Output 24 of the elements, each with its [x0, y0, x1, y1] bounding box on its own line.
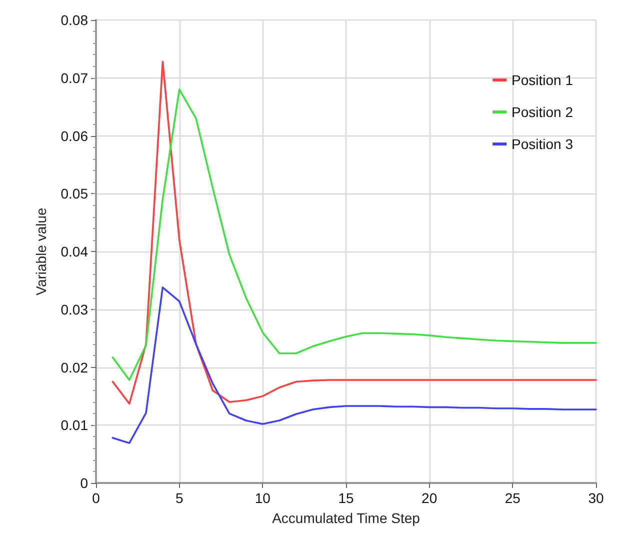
- y-tick-label: 0.07: [60, 70, 88, 86]
- line-series: [112, 60, 597, 405]
- y-tick-label: 0.05: [60, 186, 88, 202]
- x-tick-label: 15: [338, 490, 354, 506]
- line-series: [112, 286, 597, 444]
- x-tick-label: 25: [504, 490, 521, 506]
- legend-label: Position 3: [512, 136, 574, 152]
- x-tick-label: 0: [92, 490, 100, 506]
- y-tick-label: 0.02: [60, 359, 88, 376]
- y-tick-label: 0.03: [60, 301, 88, 318]
- legend-label: Position 1: [512, 72, 574, 88]
- x-axis-title: Accumulated Time Step: [272, 510, 420, 526]
- x-tick-label: 20: [422, 490, 438, 506]
- x-tick-label: 10: [254, 490, 271, 506]
- y-tick-label: 0.04: [60, 244, 88, 260]
- y-tick-label: 0.01: [60, 417, 88, 434]
- legend-label: Position 2: [512, 104, 574, 120]
- x-tick-label: 30: [588, 490, 604, 506]
- y-tick-label: 0.08: [60, 12, 88, 28]
- y-tick-label: 0.06: [60, 128, 88, 144]
- y-axis-title: Variable value: [33, 207, 49, 296]
- line-series: [112, 88, 597, 381]
- x-tick-label: 5: [175, 490, 184, 506]
- y-tick-label: 0: [80, 475, 88, 491]
